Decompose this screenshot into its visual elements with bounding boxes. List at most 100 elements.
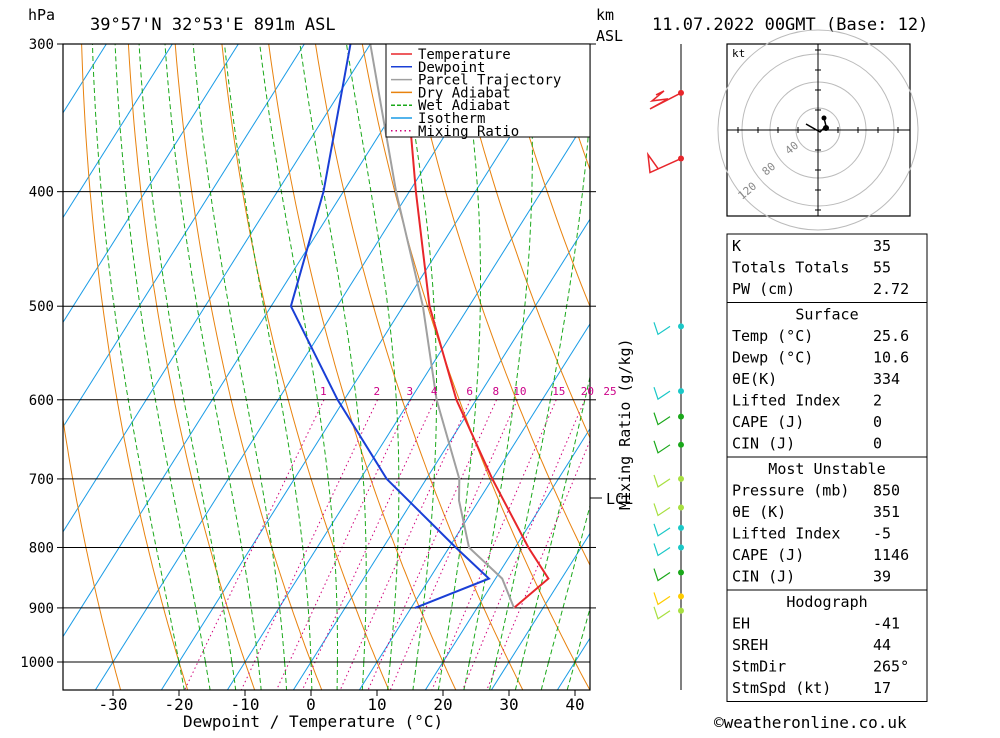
height-unit-label-asl: ASL xyxy=(596,27,623,45)
wet-adiabat-line xyxy=(540,661,550,690)
wet-adiabat-line xyxy=(284,661,288,690)
mixing-ratio-label: 20 xyxy=(581,385,594,398)
index-value: 265° xyxy=(873,658,909,676)
index-label: Dewp (°C) xyxy=(732,349,813,367)
legend-label: Dewpoint xyxy=(418,60,485,76)
index-value: -5 xyxy=(873,525,891,543)
mixing-ratio-line xyxy=(184,399,325,690)
mixing-ratio-line xyxy=(301,399,436,690)
isobar-lines xyxy=(63,44,590,663)
wet-adiabat-line xyxy=(223,44,312,663)
wind-level-dot xyxy=(678,323,684,330)
wind-level-dot xyxy=(678,413,684,420)
index-value: 35 xyxy=(873,237,891,255)
y-tick-label: 500 xyxy=(29,299,54,315)
isotherm-line xyxy=(63,44,107,114)
index-value: 850 xyxy=(873,482,900,500)
index-label: Temp (°C) xyxy=(732,327,813,345)
index-label: Totals Totals xyxy=(732,259,849,277)
x-tick-label: -10 xyxy=(231,695,260,714)
wet-adiabat-line xyxy=(259,44,338,662)
wet-adiabat-line xyxy=(489,661,497,690)
x-tick-label: -20 xyxy=(165,695,194,714)
surface-indices-title: Surface xyxy=(795,306,858,324)
x-tick-label: 30 xyxy=(499,695,518,714)
wind-level-dot xyxy=(678,441,684,448)
wind-level-dot xyxy=(678,524,684,531)
mixing-ratio-line xyxy=(462,399,586,690)
legend-label: Wet Adiabat xyxy=(418,98,511,114)
isotherm-line xyxy=(358,322,590,690)
plot-frame xyxy=(62,43,591,691)
wind-barb xyxy=(653,474,671,488)
wet-adiabat-line xyxy=(514,661,523,690)
mixing-ratio-line xyxy=(339,399,471,690)
height-unit-label: km xyxy=(596,6,614,24)
wet-adiabat-line xyxy=(91,44,180,663)
index-label: PW (cm) xyxy=(732,280,795,298)
wet-adiabat-line xyxy=(299,44,367,663)
wind-barb xyxy=(653,386,671,401)
wind-barb xyxy=(653,568,671,582)
mixing-ratio-label: 6 xyxy=(466,385,473,398)
y-tick-label: 800 xyxy=(29,540,54,556)
wet-adiabat-line xyxy=(442,44,481,663)
most-unstable-indices-title: Most Unstable xyxy=(768,460,885,478)
y-tick-label: 400 xyxy=(29,185,54,201)
wet-adiabat-line xyxy=(463,661,470,690)
wet-adiabat-line xyxy=(178,661,185,690)
isotherm-line xyxy=(63,44,371,533)
index-label: θE (K) xyxy=(732,503,786,521)
index-label: K xyxy=(732,237,741,255)
y-tick-label: 300 xyxy=(29,37,54,53)
wet-adiabat-line xyxy=(437,661,444,690)
dry-adiabat-line xyxy=(968,0,1000,711)
index-value: -41 xyxy=(873,615,900,633)
legend-label: Isotherm xyxy=(418,111,485,127)
pressure-unit-label: hPa xyxy=(28,6,55,24)
index-value: 334 xyxy=(873,370,900,388)
wind-barb xyxy=(653,592,671,606)
wind-barb xyxy=(653,412,671,426)
index-label: Pressure (mb) xyxy=(732,482,849,500)
y-tick-label: 1000 xyxy=(20,655,54,671)
series-dewpoint xyxy=(289,44,491,609)
wind-level-dot xyxy=(678,607,684,614)
axes: 300 400 500 600 700 800 900 1000 -30 -20 -10 0 10 20 3… xyxy=(20,37,584,714)
legend-label: Mixing Ratio xyxy=(418,124,519,140)
wet-adiabat-line xyxy=(468,44,533,663)
surface-indices-box xyxy=(726,302,928,458)
station-location: 39°57'N 32°53'E 891m ASL xyxy=(90,15,336,35)
wind-level-dot xyxy=(678,504,684,511)
index-value: 2.72 xyxy=(873,280,909,298)
index-label: CIN (J) xyxy=(732,568,795,586)
index-label: CAPE (J) xyxy=(732,413,804,431)
most-unstable-indices-box xyxy=(726,456,928,591)
legend-label: Parcel Trajectory xyxy=(418,73,561,89)
profile-series xyxy=(289,44,550,609)
index-label: StmDir xyxy=(732,658,786,676)
legend-label: Dry Adiabat xyxy=(418,85,511,101)
hodograph-point xyxy=(821,115,827,121)
y-tick-label: 900 xyxy=(29,601,54,617)
index-value: 39 xyxy=(873,568,891,586)
hodograph-indices-box xyxy=(726,589,928,702)
wet-adiabat-line xyxy=(114,44,206,663)
x-tick-label: 40 xyxy=(565,695,584,714)
x-axis-label: Dewpoint / Temperature (°C) xyxy=(183,712,443,731)
wet-adiabat-line xyxy=(399,44,438,663)
wet-adiabat-lines xyxy=(91,44,590,690)
dry-adiabat-line xyxy=(127,44,256,690)
mixing-ratio-line xyxy=(240,399,378,690)
hodograph-point xyxy=(823,125,829,131)
index-value: 0 xyxy=(873,435,882,453)
mixing-ratio-label: 15 xyxy=(552,385,565,398)
dry-adiabat-line xyxy=(361,44,590,690)
index-value: 2 xyxy=(873,392,882,410)
index-value: 17 xyxy=(873,679,891,697)
x-tick-label: 20 xyxy=(433,695,452,714)
mixing-ratio-label: 25 xyxy=(603,385,616,398)
index-value: 10.6 xyxy=(873,349,909,367)
